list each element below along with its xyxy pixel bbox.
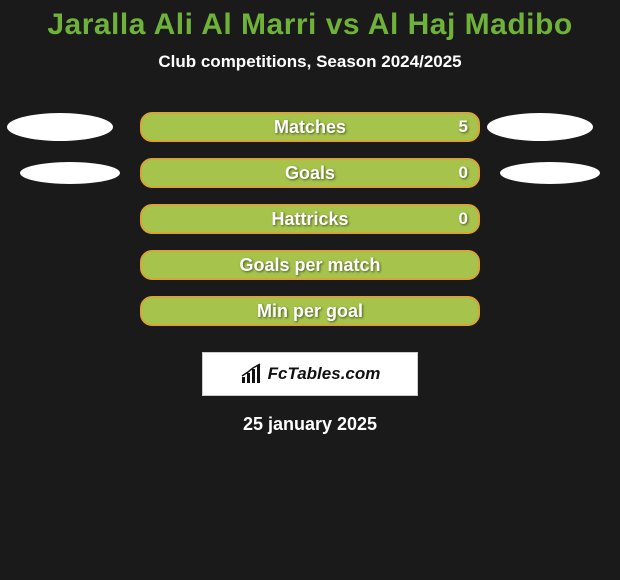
- stat-bar: Hattricks 0: [140, 204, 480, 234]
- logo-text: FcTables.com: [268, 364, 381, 384]
- stat-bar: Matches 5: [140, 112, 480, 142]
- player-right-ellipse: [487, 113, 593, 141]
- stat-label: Hattricks: [271, 209, 348, 230]
- stat-label: Goals per match: [239, 255, 380, 276]
- stat-row: Goals 0: [0, 150, 620, 196]
- player-right-ellipse: [500, 162, 600, 184]
- barchart-icon: [240, 363, 262, 385]
- page-title: Jaralla Ali Al Marri vs Al Haj Madibo: [0, 0, 620, 42]
- stat-value-right: 0: [459, 163, 468, 183]
- stat-bar: Min per goal: [140, 296, 480, 326]
- player-left-ellipse: [20, 162, 120, 184]
- stat-row: Hattricks 0: [0, 196, 620, 242]
- date-label: 25 january 2025: [0, 414, 620, 435]
- stat-value-right: 5: [459, 117, 468, 137]
- subtitle: Club competitions, Season 2024/2025: [0, 52, 620, 72]
- stat-label: Min per goal: [257, 301, 363, 322]
- stat-label: Goals: [285, 163, 335, 184]
- stat-row: Matches 5: [0, 104, 620, 150]
- stat-row: Min per goal: [0, 288, 620, 334]
- stat-bar: Goals per match: [140, 250, 480, 280]
- player-left-ellipse: [7, 113, 113, 141]
- stat-row: Goals per match: [0, 242, 620, 288]
- stat-bar: Goals 0: [140, 158, 480, 188]
- logo-box: FcTables.com: [202, 352, 418, 396]
- stat-value-right: 0: [459, 209, 468, 229]
- stat-label: Matches: [274, 117, 346, 138]
- stats-area: Matches 5 Goals 0 Hattricks 0 Goals per match M…: [0, 104, 620, 334]
